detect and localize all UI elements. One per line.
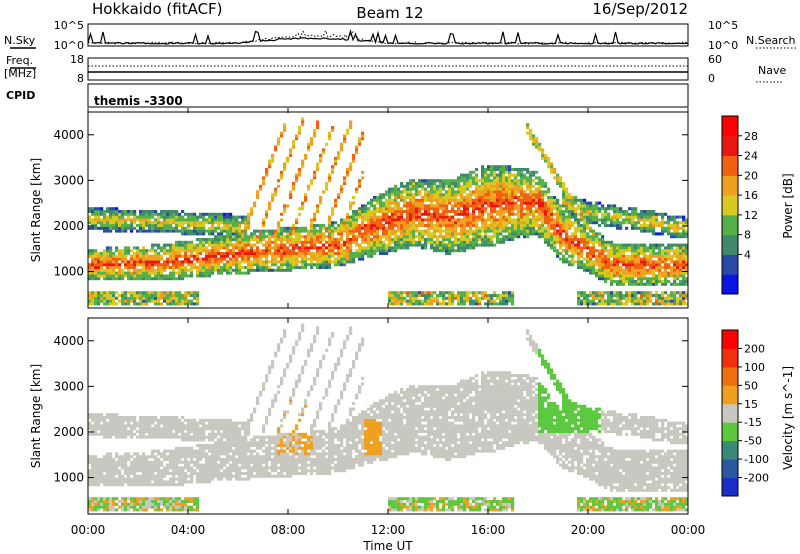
velocity-colorbar-label: Velocity [m s^-1] — [781, 366, 795, 470]
power-ylabel: Slant Range [km] — [29, 158, 43, 262]
velocity-heatmap — [88, 323, 689, 512]
nsky-panel — [87, 23, 689, 47]
colorbar-swatch — [722, 254, 738, 275]
x-tick-label: 12:00 — [371, 523, 406, 537]
colorbar-tick-label: 8 — [744, 229, 751, 242]
colorbar-tick-label: -100 — [744, 453, 769, 466]
velocity-y-ticks: 4000 3000 2000 1000 — [53, 334, 688, 485]
beam-title: Beam 12 — [356, 4, 423, 22]
colorbar-swatch — [722, 385, 738, 405]
nave-label: Nave — [758, 64, 786, 77]
x-tick-label: 00:00 — [71, 523, 106, 537]
colorbar-swatch — [722, 422, 738, 442]
colorbar-swatch — [722, 175, 738, 196]
colorbar-swatch — [722, 330, 738, 349]
freq-label-2: [MHz] — [4, 67, 36, 80]
y-tick-label: 1000 — [53, 265, 84, 279]
x-tick-label: 20:00 — [571, 523, 606, 537]
colorbar-swatch — [722, 155, 738, 176]
power-colorbar-label: Power [dB] — [781, 173, 795, 238]
x-axis-ticks: 00:00 04:00 08:00 12:00 16:00 20:00 00:00 — [71, 108, 706, 537]
colorbar-swatch — [722, 234, 738, 255]
cpid-panel — [87, 83, 689, 108]
power-colorbar: 28 24 20 16 12 8 4 — [721, 115, 758, 295]
y-tick-label: 2000 — [53, 219, 84, 233]
colorbar-swatch — [722, 403, 738, 423]
colorbar-tick-label: -200 — [744, 472, 769, 485]
velocity-ylabel: Slant Range [km] — [29, 364, 43, 468]
velocity-colorbar: 200 100 50 15 -15 -50 -100 -200 — [721, 329, 769, 497]
x-axis-label: Time UT — [362, 539, 413, 553]
colorbar-tick-label: 100 — [744, 361, 765, 374]
colorbar-swatch — [722, 440, 738, 460]
colorbar-swatch — [722, 348, 738, 368]
colorbar-swatch — [722, 135, 738, 157]
nsearch-tick-bottom: 10^0 — [708, 39, 738, 52]
colorbar-tick-label: 24 — [744, 150, 758, 163]
nsky-tick-bottom: 10^0 — [54, 39, 84, 52]
colorbar-tick-label: 15 — [744, 398, 758, 411]
x-tick-label: 08:00 — [271, 523, 306, 537]
colorbar-tick-label: 12 — [744, 209, 758, 222]
colorbar-tick-label: -15 — [744, 416, 762, 429]
colorbar-tick-label: 28 — [744, 130, 758, 143]
nsearch-trace — [88, 29, 689, 45]
x-tick-label: 16:00 — [471, 523, 506, 537]
colorbar-swatch — [722, 116, 738, 137]
colorbar-swatch — [722, 366, 738, 386]
date-title: 16/Sep/2012 — [592, 0, 688, 18]
y-tick-label: 4000 — [53, 334, 84, 348]
cpid-label: CPID — [6, 89, 35, 102]
y-tick-label: 3000 — [53, 379, 84, 393]
nsearch-tick-top: 10^5 — [708, 19, 738, 32]
y-tick-label: 2000 — [53, 425, 84, 439]
colorbar-swatch — [722, 459, 738, 479]
colorbar-tick-label: 4 — [744, 248, 751, 261]
station-title: Hokkaido (fitACF) — [92, 0, 223, 18]
nsky-label: N.Sky — [4, 34, 36, 47]
nave-tick-bottom: 0 — [708, 72, 715, 85]
x-tick-label: 00:00 — [671, 523, 706, 537]
nsearch-label: N.Search — [746, 34, 796, 47]
power-y-ticks: 4000 3000 2000 1000 — [53, 128, 688, 279]
colorbar-tick-label: 200 — [744, 342, 765, 355]
colorbar-swatch — [722, 274, 738, 295]
nsky-tick-top: 10^5 — [54, 19, 84, 32]
colorbar-tick-label: 20 — [744, 169, 758, 182]
freq-label-1: Freq. — [6, 54, 33, 67]
colorbar-swatch — [722, 214, 738, 236]
freq-tick-top: 18 — [70, 53, 84, 66]
colorbar-tick-label: 16 — [744, 189, 758, 202]
nave-tick-top: 60 — [708, 53, 722, 66]
power-heatmap — [88, 117, 689, 306]
colorbar-tick-label: -50 — [744, 435, 762, 448]
colorbar-swatch — [722, 195, 738, 216]
freq-panel — [87, 57, 689, 81]
colorbar-tick-label: 50 — [744, 379, 758, 392]
colorbar-swatch — [722, 477, 738, 497]
x-tick-label: 04:00 — [171, 523, 206, 537]
cpid-value: themis -3300 — [94, 94, 183, 108]
freq-tick-bottom: 8 — [77, 72, 84, 85]
y-tick-label: 4000 — [53, 128, 84, 142]
y-tick-label: 1000 — [53, 471, 84, 485]
y-tick-label: 3000 — [53, 173, 84, 187]
